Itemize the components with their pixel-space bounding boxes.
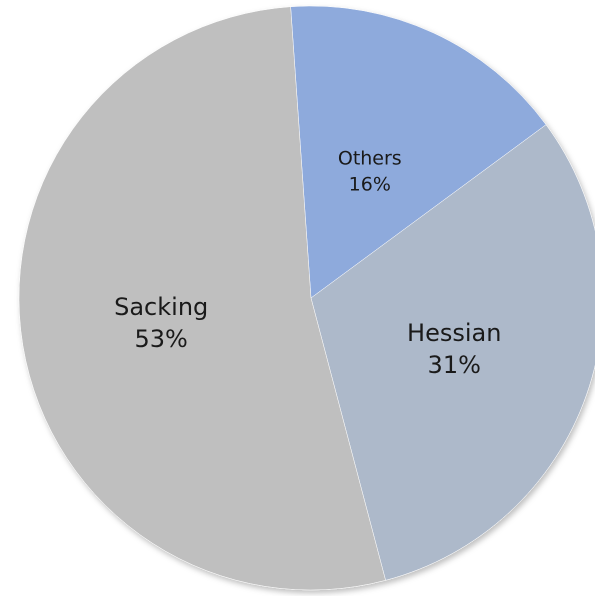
slice-value-hessian: 31% — [428, 351, 481, 379]
slice-label-others: Others — [338, 147, 402, 169]
slice-label-hessian: Hessian — [407, 319, 501, 347]
slice-value-sacking: 53% — [135, 325, 188, 353]
slice-label-sacking: Sacking — [114, 293, 208, 321]
pie-slices — [18, 5, 595, 591]
pie-slice-others — [290, 5, 547, 299]
pie-labels: Others 16% Hessian 31% Sacking 53% — [114, 147, 501, 378]
slice-value-others: 16% — [349, 173, 391, 195]
pie-slice-sacking — [18, 6, 386, 591]
pie-slice-hessian — [310, 124, 595, 581]
